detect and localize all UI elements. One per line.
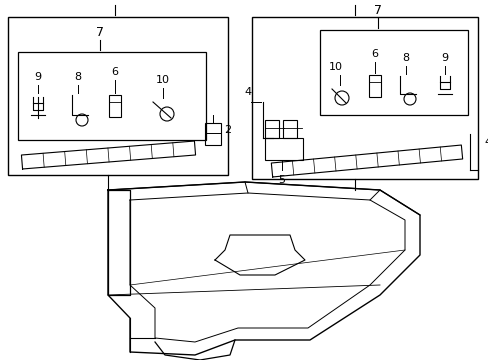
- Text: 1: 1: [111, 0, 119, 4]
- Bar: [283, 120, 296, 138]
- Text: 4: 4: [244, 87, 251, 97]
- Bar: [8, 17, 227, 175]
- Text: 9: 9: [34, 72, 41, 82]
- Text: 7: 7: [96, 26, 104, 39]
- Text: 3: 3: [350, 0, 358, 4]
- Text: 8: 8: [402, 53, 409, 63]
- Bar: [264, 138, 303, 160]
- Text: 7: 7: [373, 4, 381, 17]
- Bar: [109, 95, 121, 117]
- Bar: [264, 120, 279, 138]
- Text: 2: 2: [224, 125, 231, 135]
- Text: 6: 6: [371, 49, 378, 59]
- Text: 5: 5: [278, 175, 285, 185]
- Bar: [18, 52, 205, 140]
- Bar: [251, 17, 477, 179]
- Text: 6: 6: [111, 67, 118, 77]
- Text: 4: 4: [484, 137, 488, 147]
- Bar: [368, 75, 380, 97]
- Bar: [204, 123, 221, 145]
- Text: 9: 9: [441, 53, 447, 63]
- Text: 8: 8: [74, 72, 81, 82]
- Text: 10: 10: [328, 62, 342, 72]
- Bar: [319, 30, 467, 115]
- Text: 10: 10: [156, 75, 170, 85]
